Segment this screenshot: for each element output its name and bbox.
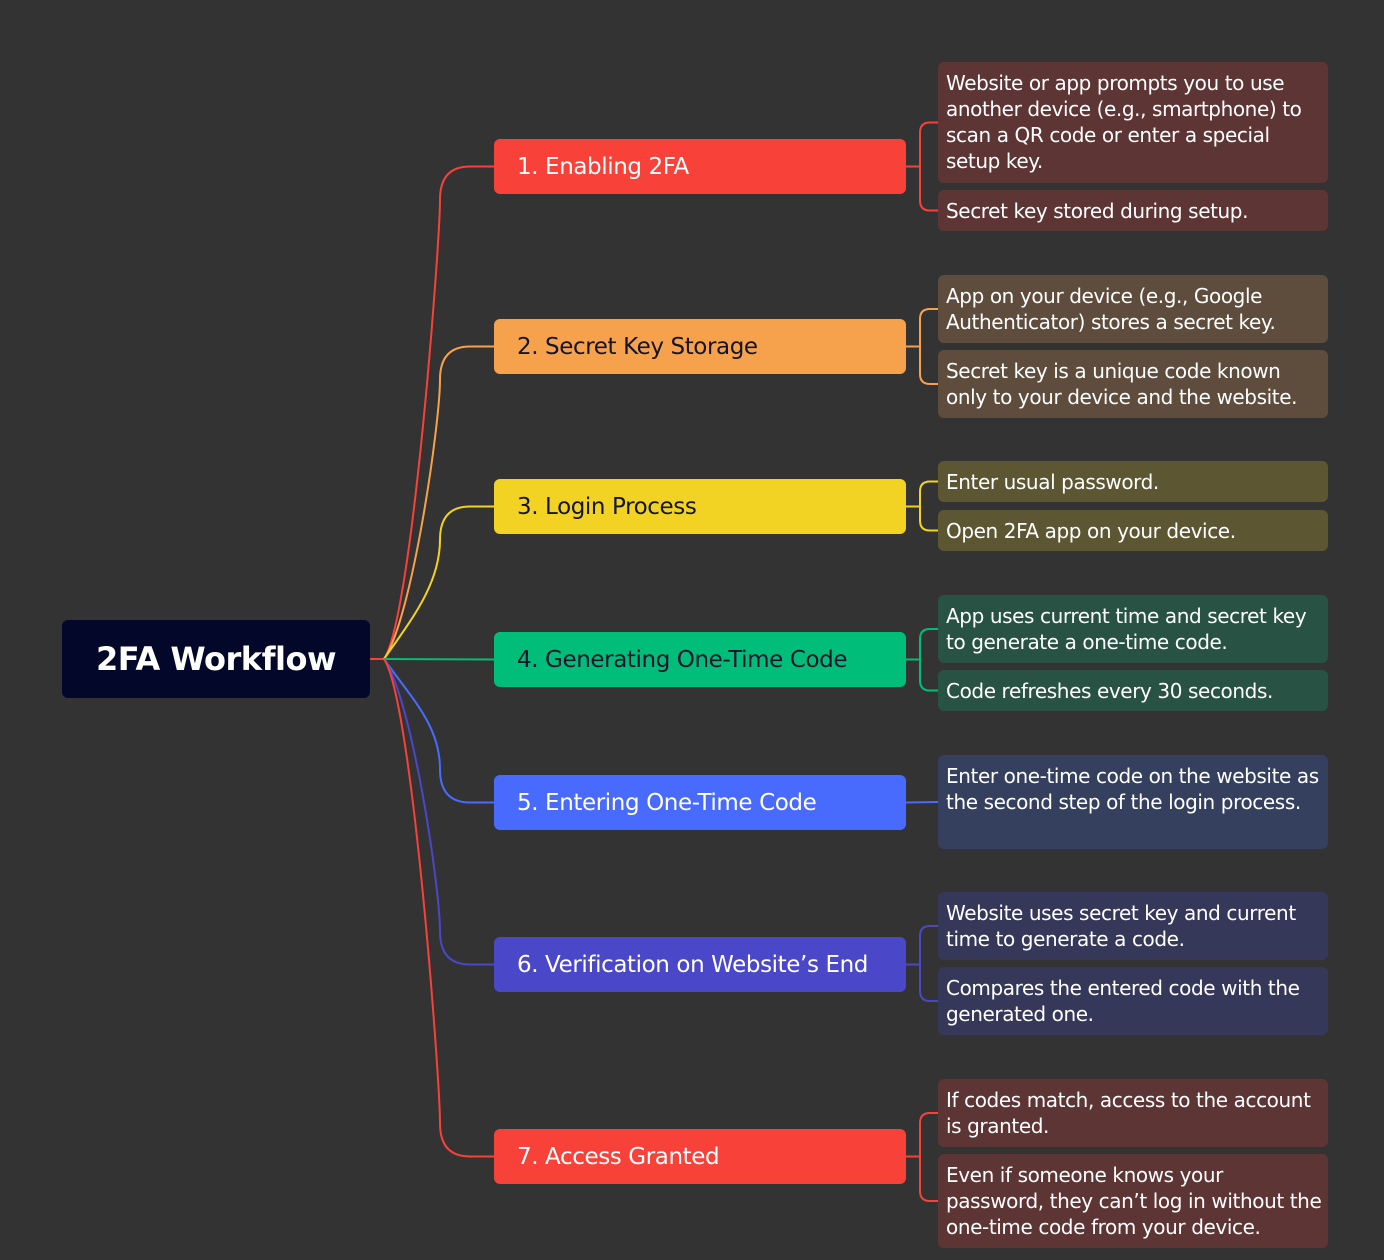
leaf-node-text: Code refreshes every 30 seconds. <box>946 679 1273 703</box>
leaf-node-text: Website uses secret key and current time… <box>946 901 1296 951</box>
branch-node-5-entering-one-time-code[interactable]: 5. Entering One-Time Code <box>494 775 906 830</box>
branch-node-6-verification[interactable]: 6. Verification on Website’s End <box>494 937 906 992</box>
branch-to-leaf-line <box>919 480 938 507</box>
leaf-node-6a[interactable]: Website uses secret key and current time… <box>938 892 1328 960</box>
leaf-node-4b[interactable]: Code refreshes every 30 seconds. <box>938 670 1328 711</box>
root-to-branch-line <box>383 658 494 966</box>
branch-node-label: 3. Login Process <box>517 493 697 520</box>
branch-node-7-access-granted[interactable]: 7. Access Granted <box>494 1129 906 1184</box>
leaf-node-text: Compares the entered code with the gener… <box>946 976 1300 1026</box>
leaf-node-2a[interactable]: App on your device (e.g., Google Authent… <box>938 275 1328 343</box>
branch-to-leaf-line <box>919 1156 938 1202</box>
branch-node-3-login-process[interactable]: 3. Login Process <box>494 479 906 534</box>
leaf-node-7b[interactable]: Even if someone knows your password, the… <box>938 1154 1328 1248</box>
leaf-node-3a[interactable]: Enter usual password. <box>938 461 1328 502</box>
branch-node-1-enabling-2fa[interactable]: 1. Enabling 2FA <box>494 139 906 194</box>
branch-to-leaf-line <box>919 506 938 532</box>
branch-to-leaf-line <box>919 1112 938 1157</box>
leaf-node-5a[interactable]: Enter one-time code on the website as th… <box>938 755 1328 849</box>
leaf-node-text: Website or app prompts you to use anothe… <box>946 71 1302 173</box>
root-node[interactable]: 2FA Workflow <box>62 620 370 698</box>
branch-to-leaf-line <box>919 346 938 385</box>
leaf-node-1b[interactable]: Secret key stored during setup. <box>938 190 1328 231</box>
branch-to-leaf-line <box>919 925 938 965</box>
branch-to-leaf-line <box>919 628 938 660</box>
leaf-node-text: Enter usual password. <box>946 470 1159 494</box>
branch-node-label: 5. Entering One-Time Code <box>517 789 817 816</box>
leaf-node-text: Even if someone knows your password, the… <box>946 1163 1322 1239</box>
branch-to-leaf-line <box>919 166 938 212</box>
branch-to-leaf-line <box>919 659 938 692</box>
branch-node-label: 4. Generating One-Time Code <box>517 646 848 673</box>
leaf-node-text: Secret key is a unique code known only t… <box>946 359 1298 409</box>
root-to-branch-line <box>383 658 494 804</box>
branch-to-leaf-line <box>919 308 938 347</box>
leaf-node-text: App on your device (e.g., Google Authent… <box>946 284 1276 334</box>
root-to-branch-line <box>383 658 495 661</box>
branch-node-label: 7. Access Granted <box>517 1143 720 1170</box>
leaf-node-3b[interactable]: Open 2FA app on your device. <box>938 510 1328 551</box>
leaf-node-text: Enter one-time code on the website as th… <box>946 764 1319 814</box>
leaf-node-2b[interactable]: Secret key is a unique code known only t… <box>938 350 1328 418</box>
branch-to-leaf-line <box>919 121 938 167</box>
root-to-branch-line <box>383 658 494 1158</box>
branch-node-label: 6. Verification on Website’s End <box>517 951 868 978</box>
leaf-node-4a[interactable]: App uses current time and secret key to … <box>938 595 1328 663</box>
leaf-node-text: Open 2FA app on your device. <box>946 519 1236 543</box>
branch-to-leaf-line <box>905 801 939 804</box>
root-to-branch-line <box>383 345 494 660</box>
root-to-branch-line <box>383 505 494 660</box>
root-to-branch-line <box>383 165 494 660</box>
branch-to-leaf-line <box>919 964 938 1002</box>
leaf-node-text: App uses current time and secret key to … <box>946 604 1307 654</box>
branch-node-label: 1. Enabling 2FA <box>517 153 689 180</box>
leaf-node-text: If codes match, access to the account is… <box>946 1088 1311 1138</box>
root-node-label: 2FA Workflow <box>96 640 337 678</box>
branch-node-label: 2. Secret Key Storage <box>517 333 758 360</box>
branch-node-4-generating-one-time-code[interactable]: 4. Generating One-Time Code <box>494 632 906 687</box>
leaf-node-7a[interactable]: If codes match, access to the account is… <box>938 1079 1328 1147</box>
leaf-node-1a[interactable]: Website or app prompts you to use anothe… <box>938 62 1328 183</box>
branch-node-2-secret-key-storage[interactable]: 2. Secret Key Storage <box>494 319 906 374</box>
leaf-node-text: Secret key stored during setup. <box>946 199 1249 223</box>
leaf-node-6b[interactable]: Compares the entered code with the gener… <box>938 967 1328 1035</box>
